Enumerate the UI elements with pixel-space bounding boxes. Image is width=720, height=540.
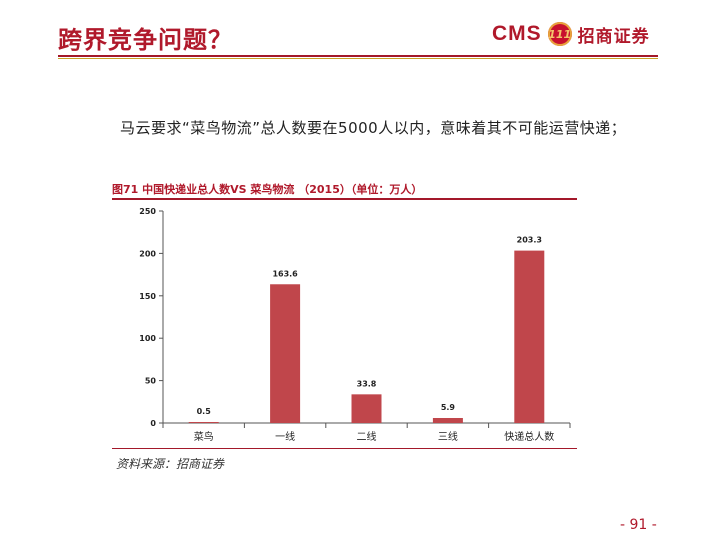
y-tick-label: 250 <box>139 207 156 216</box>
y-tick-label: 0 <box>150 419 156 428</box>
page-title: 跨界竞争问题？ <box>58 26 233 54</box>
x-category-label: 快递总人数 <box>504 430 554 443</box>
chart-caption-divider <box>112 198 577 200</box>
chart-title: 图71 中国快递业总人数VS 菜鸟物流 （2015）（单位：万人） <box>112 183 423 196</box>
x-category-label: 一线 <box>275 430 295 443</box>
y-tick-label: 50 <box>145 377 157 386</box>
x-category-label: 菜鸟 <box>194 430 214 443</box>
bar-value-label: 203.3 <box>517 236 542 245</box>
y-tick-label: 150 <box>139 292 156 301</box>
bar-value-label: 5.9 <box>441 403 456 412</box>
x-category-label: 二线 <box>357 430 377 443</box>
y-tick-label: 200 <box>139 249 156 258</box>
company-logo: CMS 111 招商证券 <box>492 20 650 48</box>
source-note: 资料来源：招商证券 <box>116 457 225 471</box>
header-divider <box>58 55 658 57</box>
x-category-label: 三线 <box>438 430 458 443</box>
statement-text: 马云要求“菜鸟物流”总人数要在5000人以内，意味着其不可能运营快递； <box>120 119 627 137</box>
y-tick-label: 100 <box>139 334 156 343</box>
logo-company-name: 招商证券 <box>577 26 650 47</box>
bar-value-label: 33.8 <box>357 379 377 388</box>
bar <box>188 422 219 423</box>
bar <box>514 250 545 423</box>
page-number: - 91 - <box>620 517 657 533</box>
bar <box>351 394 382 423</box>
bar-value-label: 163.6 <box>272 269 298 278</box>
bar-value-label: 0.5 <box>197 407 212 416</box>
header-divider-gold <box>58 58 658 59</box>
logo-emblem-icon: 111 <box>547 22 572 46</box>
bar <box>270 284 301 423</box>
source-divider <box>112 448 577 449</box>
bar <box>432 417 463 423</box>
logo-cms-text: CMS <box>492 22 542 45</box>
